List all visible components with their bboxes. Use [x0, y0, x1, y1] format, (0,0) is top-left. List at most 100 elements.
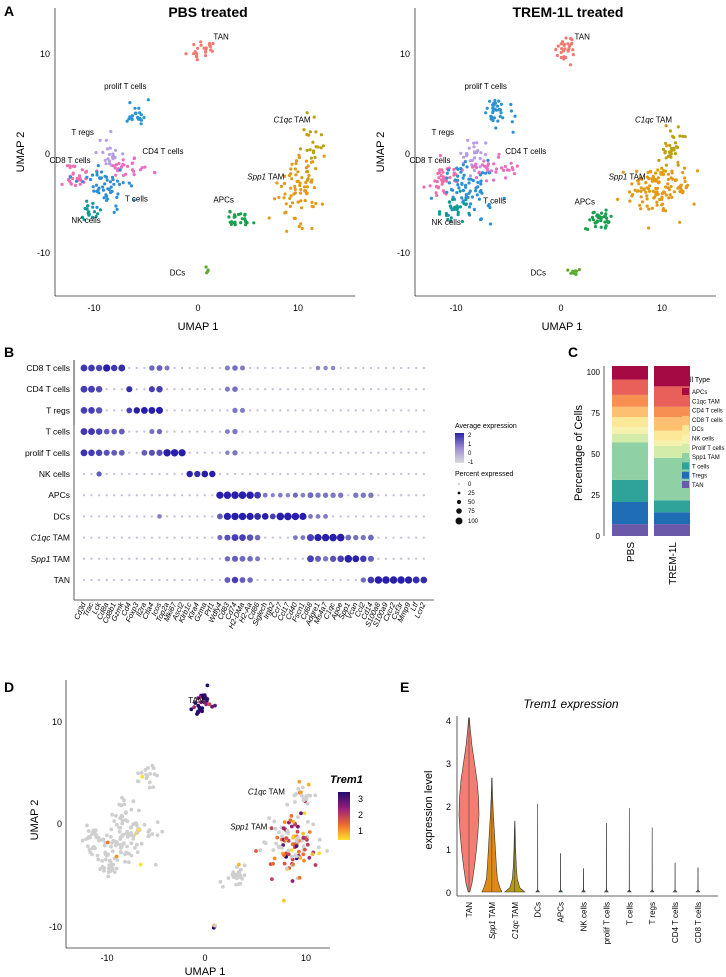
feature-point	[139, 841, 144, 846]
feature-point	[242, 873, 247, 878]
umap-cluster-label: DCs	[170, 268, 186, 277]
feature-cluster-label-text: TAM	[249, 823, 268, 832]
dotplot-row-label: NK cells	[39, 469, 70, 479]
umap-point	[78, 182, 82, 186]
dotplot-dot	[336, 533, 345, 542]
umap-point	[510, 120, 514, 124]
umap-point	[465, 153, 469, 157]
dotplot-dot	[140, 406, 148, 414]
umap-point	[104, 162, 108, 166]
feature-point	[96, 835, 101, 840]
umap-point	[199, 43, 203, 47]
dotplot-dot	[397, 576, 405, 584]
umap-point	[288, 204, 292, 208]
dotplot-dot	[188, 557, 191, 560]
legend-pct-dot	[455, 517, 463, 525]
umap-point	[84, 170, 88, 174]
dotplot-dot	[345, 534, 352, 541]
umap-point	[311, 160, 315, 164]
umap-point	[609, 214, 613, 218]
umap-point	[599, 225, 603, 229]
umap-point	[90, 173, 95, 177]
dotplot-dot	[352, 555, 360, 563]
legend-pct-dot	[457, 491, 461, 495]
feature-point	[120, 818, 125, 823]
dotplot-dot	[247, 556, 253, 562]
legend-entry: CD8 T cells	[692, 418, 723, 424]
violin-category-label: Spp1 TAM	[488, 902, 497, 939]
dotplot-dot	[231, 491, 239, 500]
umap-point	[509, 102, 513, 107]
umap-cluster-label-italic: C1qc	[274, 115, 293, 124]
dotplot-dot	[324, 388, 327, 391]
umap-point	[312, 149, 316, 153]
umap-cluster-label-text: T regs	[432, 128, 455, 137]
dotplot-row-label-text: DCs	[53, 511, 70, 521]
feature-point	[138, 862, 143, 867]
umap-cluster-label: NK cells	[432, 218, 461, 227]
umap-cluster-label: T regs	[71, 128, 94, 137]
dotplot-dot	[118, 449, 125, 456]
violin-category-label: T cells	[625, 902, 634, 925]
umap-point	[113, 166, 117, 170]
umap-point	[491, 103, 495, 107]
umap-point	[670, 195, 674, 199]
dotplot-row-label-text: TAN	[54, 575, 70, 585]
umap-point	[297, 224, 301, 229]
umap-point	[319, 133, 323, 137]
panel-letter-b: B	[4, 344, 14, 360]
umap-point	[273, 197, 277, 201]
dotplot-dot	[203, 409, 206, 412]
dotplot-dot	[238, 512, 247, 521]
umap-point	[94, 183, 99, 187]
stacked-bar-segment	[612, 434, 648, 443]
umap-point	[488, 99, 492, 103]
feature-point	[140, 774, 145, 779]
panel-letter-c: C	[568, 344, 578, 360]
umap-point	[429, 196, 433, 200]
dotplot-dot	[232, 407, 238, 414]
dotplot-dot	[246, 512, 254, 521]
dotplot-row-label-italic: Spp1	[31, 554, 51, 564]
dotplot-dot	[128, 515, 131, 518]
umap-cluster-label-text: TAM	[627, 173, 646, 182]
dotplot-dot	[377, 536, 380, 539]
umap-point	[459, 151, 463, 155]
umap-point	[127, 117, 131, 121]
dotplot-dot	[224, 534, 231, 541]
dotplot-dot	[155, 406, 164, 414]
feature-point	[305, 802, 310, 806]
feature-point	[305, 842, 310, 847]
umap-cluster-label-text: TAN	[213, 33, 229, 42]
dotplot-dot	[360, 534, 366, 541]
stacked-bar-segment	[612, 427, 648, 434]
dotplot-dot	[264, 366, 267, 370]
umap-cluster-label: T regs	[432, 128, 455, 137]
legend-swatch	[682, 462, 689, 470]
umap-point	[302, 128, 306, 132]
umap-point	[293, 184, 297, 189]
umap-point	[494, 108, 499, 112]
feature-point	[282, 898, 286, 903]
dotplot-dot	[211, 430, 214, 433]
dotplot-dot	[384, 388, 388, 391]
umap-point	[497, 99, 501, 103]
umap-point	[305, 185, 309, 189]
dotplot-dot	[203, 557, 206, 560]
umap-point	[441, 189, 445, 193]
umap-point	[108, 180, 112, 184]
panel-a-right-ytick: 10	[400, 49, 410, 59]
umap-point	[252, 221, 256, 225]
umap-point	[660, 203, 664, 207]
umap-point	[66, 178, 70, 182]
dotplot-dot	[299, 512, 307, 521]
feature-point	[112, 819, 117, 823]
umap-cluster-label-text: APCs	[213, 195, 233, 204]
legend-swatch	[682, 434, 689, 442]
umap-point	[117, 182, 122, 186]
dotplot-dot	[300, 535, 306, 541]
dotplot-dot	[399, 494, 403, 497]
dotplot-dot	[309, 366, 312, 370]
dotplot-dot	[196, 578, 199, 582]
